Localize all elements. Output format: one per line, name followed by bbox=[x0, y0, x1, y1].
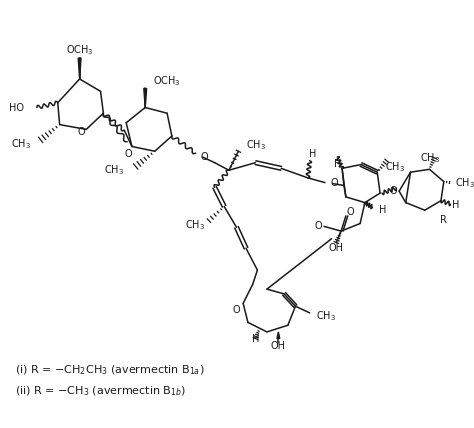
Text: CH$_3$: CH$_3$ bbox=[419, 151, 439, 165]
Text: O: O bbox=[390, 186, 397, 196]
Text: OH: OH bbox=[271, 341, 286, 351]
Text: CH$_3$: CH$_3$ bbox=[185, 219, 205, 232]
Text: O: O bbox=[78, 127, 85, 137]
Text: OCH$_3$: OCH$_3$ bbox=[153, 74, 181, 88]
Text: O: O bbox=[124, 149, 132, 159]
Text: OH: OH bbox=[329, 243, 344, 253]
Text: H: H bbox=[252, 333, 259, 344]
Text: HO: HO bbox=[9, 102, 25, 113]
Text: (i) R = $-$CH$_2$CH$_3$ (avermectin B$_{1a}$): (i) R = $-$CH$_2$CH$_3$ (avermectin B$_{… bbox=[15, 363, 204, 377]
Text: (ii) R = $-$CH$_3$ (avermectin B$_{1b}$): (ii) R = $-$CH$_3$ (avermectin B$_{1b}$) bbox=[15, 384, 186, 398]
Text: H: H bbox=[309, 149, 316, 159]
Text: H: H bbox=[379, 205, 386, 215]
Text: O: O bbox=[331, 178, 338, 187]
Text: O: O bbox=[233, 305, 240, 315]
Text: CH$_3$: CH$_3$ bbox=[246, 139, 266, 152]
Text: CH$_3$: CH$_3$ bbox=[104, 163, 124, 177]
Text: H: H bbox=[452, 200, 460, 211]
Polygon shape bbox=[78, 58, 81, 79]
Text: H: H bbox=[334, 159, 341, 169]
Text: R: R bbox=[440, 215, 447, 225]
Text: O: O bbox=[314, 221, 322, 232]
Text: CH$_3$: CH$_3$ bbox=[385, 160, 405, 174]
Text: CH$_3$: CH$_3$ bbox=[455, 177, 474, 190]
Text: OCH$_3$: OCH$_3$ bbox=[66, 44, 93, 57]
Polygon shape bbox=[277, 332, 280, 339]
Text: O: O bbox=[347, 207, 355, 217]
Text: O: O bbox=[201, 152, 208, 162]
Polygon shape bbox=[144, 89, 146, 107]
Text: CH$_3$: CH$_3$ bbox=[316, 309, 337, 323]
Text: CH$_3$: CH$_3$ bbox=[11, 137, 31, 151]
